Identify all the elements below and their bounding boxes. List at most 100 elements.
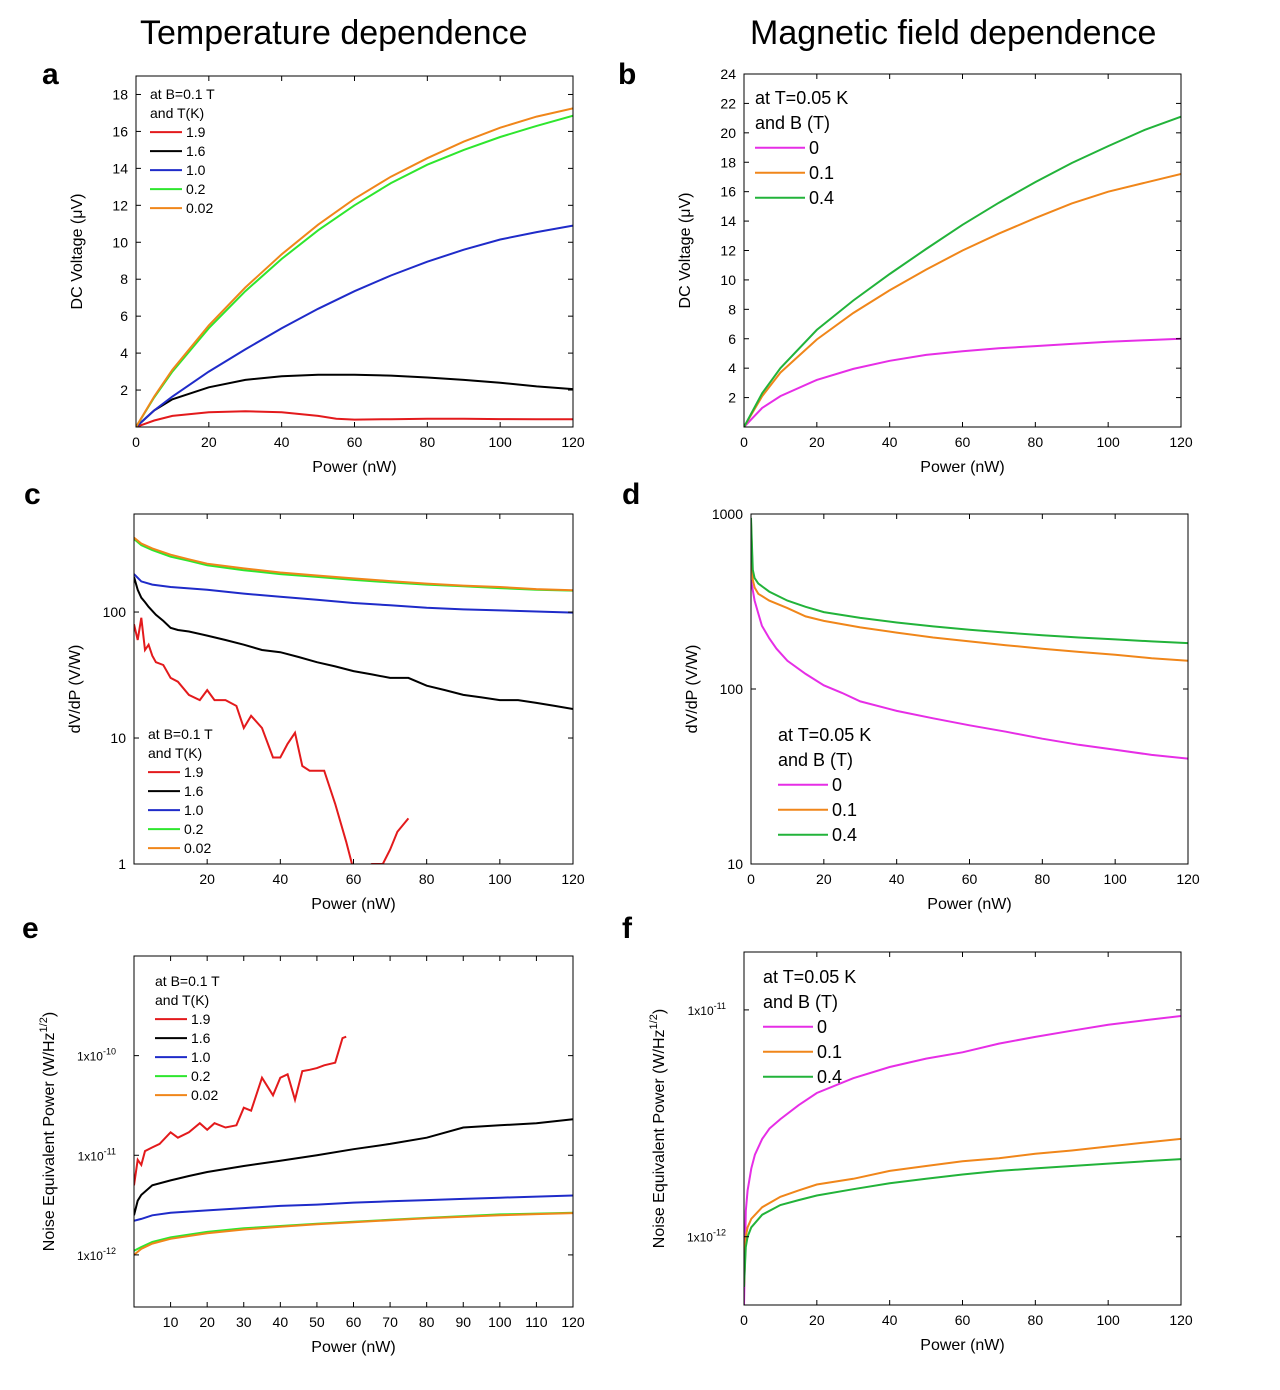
x-tick-label: 80	[419, 871, 435, 887]
x-axis-label: Power (nW)	[920, 459, 1004, 476]
series-line-c-3	[134, 538, 573, 592]
x-tick-label: 80	[419, 1314, 435, 1330]
legend-title: at B=0.1 T	[150, 86, 215, 102]
panel-letter-a: a	[42, 58, 59, 91]
y-tick-label: 1x10-12	[77, 1246, 116, 1263]
series-line-d-0	[751, 579, 1188, 760]
series-line-a-0	[136, 410, 573, 427]
panel-letter-f: f	[622, 912, 632, 945]
x-tick-label: 80	[420, 434, 436, 450]
series-line-e-4	[134, 1212, 573, 1256]
x-tick-label: 120	[561, 434, 585, 450]
y-axis-label: DC Voltage (μV)	[69, 194, 86, 310]
y-tick-label: 1x10-12	[687, 1228, 726, 1245]
x-tick-label: 100	[1096, 1312, 1120, 1328]
y-tick-label: 10	[110, 730, 126, 746]
chart-b: 0 20 40 60 80 100 12024681012141618202224Power…	[677, 66, 1193, 476]
x-axis-label: Power (nW)	[311, 1339, 395, 1356]
y-tick-label: 4	[728, 360, 736, 376]
y-axis-label: dV/dP (V/W)	[67, 645, 84, 734]
legend-label-2: 1.0	[191, 1049, 211, 1065]
legend-label-2: 0.4	[809, 188, 834, 208]
x-tick-label: 100	[1096, 434, 1120, 450]
y-tick-label: 20	[720, 125, 736, 141]
series-line-a-2	[136, 224, 573, 427]
series-line-b-0	[744, 337, 1181, 427]
y-tick-label: 1x10-11	[688, 1001, 726, 1018]
x-tick-label: 20	[199, 1314, 215, 1330]
x-tick-label: 120	[1176, 871, 1200, 887]
y-tick-label: 1x10-11	[78, 1146, 116, 1163]
y-tick-label: 12	[112, 197, 128, 213]
legend-label-4: 0.02	[186, 200, 213, 216]
y-tick-label: 18	[112, 86, 128, 102]
plot-frame-e	[133, 955, 574, 1308]
y-axis-label: Noise Equivalent Power (W/Hz1/2)	[38, 1012, 58, 1251]
x-tick-label: 20	[201, 434, 217, 450]
x-tick-label: 40	[273, 871, 289, 887]
x-tick-label: 100	[488, 434, 512, 450]
panel-letter-c: c	[24, 478, 41, 511]
legend-label-4: 0.02	[191, 1087, 218, 1103]
legend-label-0: 1.9	[186, 124, 206, 140]
y-tick-label: 1000	[712, 506, 743, 522]
x-tick-label: 60	[347, 434, 363, 450]
legend-title: and T(K)	[150, 105, 204, 121]
legend-title: at T=0.05 K	[778, 725, 871, 745]
x-axis-label: Power (nW)	[927, 896, 1011, 913]
x-tick-label: 60	[962, 871, 978, 887]
legend-label-2: 1.0	[186, 162, 206, 178]
y-tick-label: 22	[720, 95, 736, 111]
x-tick-label: 60	[346, 871, 362, 887]
x-tick-label: 80	[1028, 1312, 1044, 1328]
x-tick-label: 120	[1169, 1312, 1193, 1328]
x-axis-label: Power (nW)	[920, 1337, 1004, 1354]
y-tick-label: 10	[720, 272, 736, 288]
y-axis-label: dV/dP (V/W)	[684, 645, 701, 734]
y-tick-label: 1	[118, 856, 126, 872]
x-tick-label: 60	[955, 1312, 971, 1328]
x-tick-label: 20	[199, 871, 215, 887]
legend-label-1: 1.6	[186, 143, 206, 159]
x-tick-label: 80	[1035, 871, 1051, 887]
legend-label-0: 0	[832, 775, 842, 795]
legend-label-3: 0.2	[184, 821, 204, 837]
series-line-c-2	[134, 573, 573, 614]
legend-label-3: 0.2	[191, 1068, 211, 1084]
y-tick-label: 10	[727, 856, 743, 872]
x-tick-label: 30	[236, 1314, 252, 1330]
y-tick-label: 6	[120, 308, 128, 324]
series-line-c-1	[134, 576, 573, 710]
x-tick-label: 120	[1169, 434, 1193, 450]
series-line-c-0	[134, 617, 410, 864]
y-tick-label: 16	[720, 184, 736, 200]
column-title-left: Temperature dependence	[140, 14, 528, 52]
legend-title: and B (T)	[755, 113, 830, 133]
panel-letter-b: b	[618, 58, 637, 91]
series-line-c-4	[134, 536, 573, 592]
series-line-f-0	[744, 1015, 1181, 1305]
legend-label-1: 0.1	[832, 800, 857, 820]
x-tick-label: 100	[488, 871, 512, 887]
series-line-e-1	[134, 1118, 573, 1216]
legend-title: at T=0.05 K	[763, 967, 856, 987]
x-tick-label: 0	[740, 434, 748, 450]
legend-title: and T(K)	[148, 745, 202, 761]
y-tick-label: 2	[728, 390, 736, 406]
chart-e: 10 20 30 40 50 60 70 80 90 100 110 120 1x10-12 1x10-1…	[38, 955, 585, 1356]
legend-label-2: 0.4	[817, 1067, 842, 1087]
legend-label-2: 1.0	[184, 802, 204, 818]
legend-label-0: 1.9	[191, 1011, 211, 1027]
series-line-f-2	[744, 1158, 1181, 1288]
legend-label-0: 1.9	[184, 764, 204, 780]
y-tick-label: 8	[728, 301, 736, 317]
x-tick-label: 120	[561, 1314, 585, 1330]
y-tick-label: 24	[720, 66, 736, 82]
y-axis-label: DC Voltage (μV)	[677, 193, 694, 309]
y-tick-label: 18	[720, 154, 736, 170]
x-axis-label: Power (nW)	[312, 459, 396, 476]
x-tick-label: 0	[747, 871, 755, 887]
x-tick-label: 40	[882, 1312, 898, 1328]
y-tick-label: 2	[120, 382, 128, 398]
